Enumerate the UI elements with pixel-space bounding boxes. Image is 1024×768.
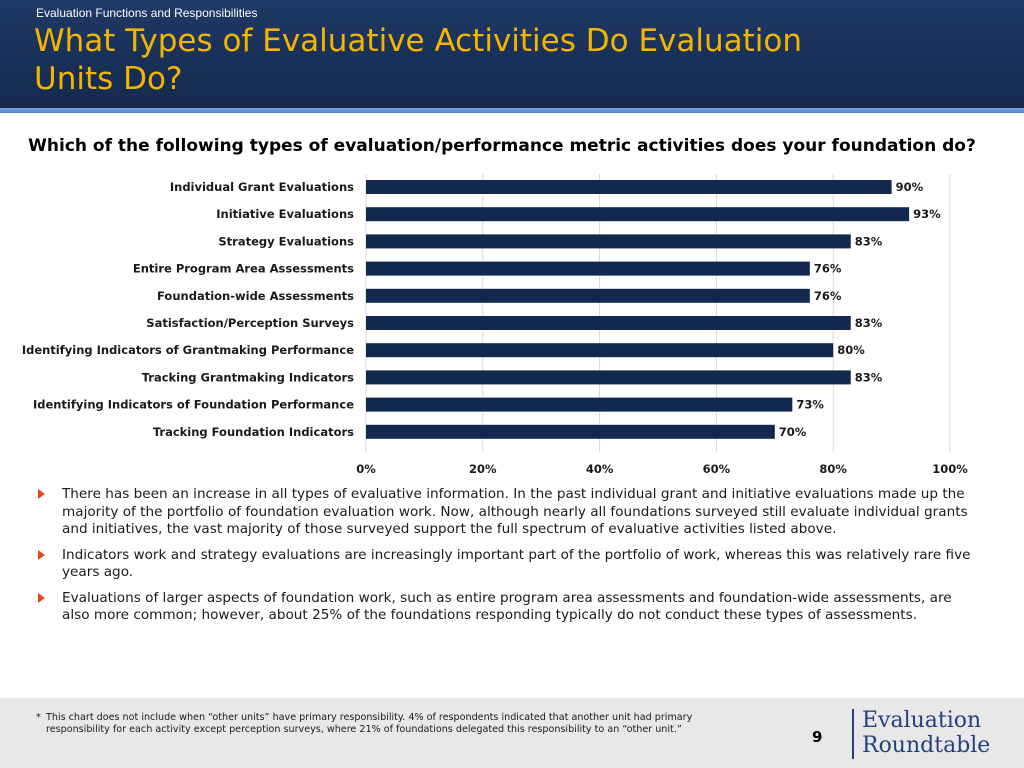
category-label: Entire Program Area Assessments: [133, 262, 354, 276]
evaluation-roundtable-logo: Evaluation Roundtable: [862, 708, 990, 758]
logo-line-2: Roundtable: [862, 733, 991, 758]
bar: [366, 288, 810, 303]
x-tick-label: 100%: [932, 462, 968, 476]
category-label: Strategy Evaluations: [218, 234, 354, 248]
value-label: 76%: [814, 262, 842, 276]
bar-chart: 0% 20% 40% 60% 80% 100% Individual Grant Evalu…: [22, 174, 968, 476]
footer: * This chart does not include when “othe…: [0, 698, 1024, 768]
footnote-marker: *: [36, 712, 41, 723]
bar: [366, 343, 834, 358]
bullet-item: Evaluations of larger aspects of foundat…: [36, 590, 976, 625]
footnote: * This chart does not include when “othe…: [36, 712, 726, 736]
bar: [366, 234, 851, 249]
logo-divider: [852, 709, 854, 759]
bar: [366, 180, 892, 194]
x-tick-label: 40%: [586, 462, 614, 476]
page-title: What Types of Evaluative Activities Do E…: [34, 23, 803, 97]
arrow-bullet-icon: [38, 592, 45, 603]
value-label: 83%: [855, 370, 883, 384]
value-label: 76%: [814, 289, 842, 303]
chart-bars: [366, 180, 910, 439]
arrow-bullet-icon: [38, 489, 45, 499]
x-tick-label: 60%: [703, 462, 731, 476]
category-label: Identifying Indicators of Foundation Per…: [33, 398, 354, 412]
bullet-list: There has been an increase in all types …: [36, 486, 976, 633]
bullet-item: There has been an increase in all types …: [36, 486, 976, 539]
bar: [366, 316, 851, 330]
bar: [366, 261, 810, 276]
category-label: Individual Grant Evaluations: [170, 180, 354, 194]
value-label: 83%: [855, 316, 883, 330]
value-label: 83%: [855, 234, 883, 248]
bar: [366, 397, 793, 412]
x-tick-label: 80%: [819, 462, 847, 476]
bullet-text: Indicators work and strategy evaluations…: [62, 546, 971, 581]
bullet-text: Evaluations of larger aspects of foundat…: [62, 589, 952, 624]
bar: [366, 424, 775, 439]
chart-question: Which of the following types of evaluati…: [28, 136, 976, 156]
section-label: Evaluation Functions and Responsibilitie…: [36, 6, 258, 20]
value-label: 90%: [896, 180, 924, 194]
value-label: 93%: [913, 207, 941, 221]
bullet-item: Indicators work and strategy evaluations…: [36, 547, 976, 582]
page-number: 9: [812, 728, 823, 746]
x-tick-label: 20%: [469, 462, 497, 476]
header-banner: Evaluation Functions and Responsibilitie…: [0, 0, 1024, 108]
footnote-text: This chart does not include when “other …: [46, 712, 693, 735]
category-label: Satisfaction/Perception Surveys: [146, 316, 354, 330]
bar: [366, 370, 851, 385]
category-label: Tracking Foundation Indicators: [153, 425, 354, 439]
category-label: Initiative Evaluations: [216, 207, 354, 221]
chart-labels: 0% 20% 40% 60% 80% 100% Individual Grant Evalu…: [22, 180, 968, 476]
value-label: 70%: [779, 425, 807, 439]
value-label: 80%: [837, 343, 865, 357]
value-label: 73%: [796, 398, 824, 412]
header-divider: [0, 108, 1024, 113]
logo-line-1: Evaluation: [862, 708, 982, 733]
bullet-text: There has been an increase in all types …: [62, 486, 968, 537]
arrow-bullet-icon: [38, 549, 45, 560]
category-label: Tracking Grantmaking Indicators: [142, 370, 354, 384]
bar: [366, 207, 910, 222]
category-label: Identifying Indicators of Grantmaking Pe…: [22, 343, 354, 357]
x-tick-label: 0%: [356, 462, 376, 476]
category-label: Foundation-wide Assessments: [157, 289, 354, 303]
